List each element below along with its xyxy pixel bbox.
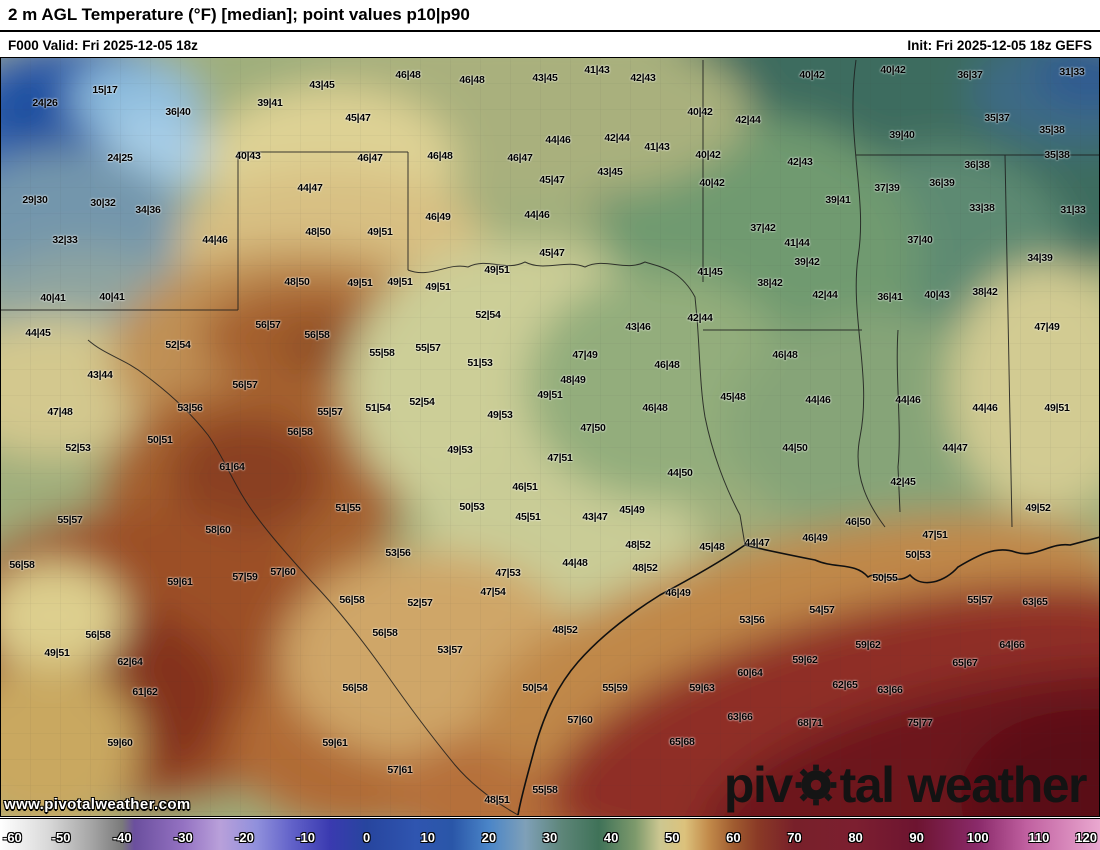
colorbar-tick-label: 110 <box>1028 830 1050 845</box>
colorbar-tick-label: 120 <box>1075 830 1097 845</box>
pivotal-weather-logo: piv tal weather <box>723 757 1088 813</box>
state-borders <box>0 59 1100 816</box>
colorbar-tick-label: 0 <box>363 830 371 845</box>
colorbar-tick-label: -60 <box>3 830 22 845</box>
colorbar-tick-label: 50 <box>664 830 680 845</box>
colorbar-tick-label: -50 <box>51 830 71 845</box>
valid-time-label: F000 Valid: Fri 2025-12-05 18z <box>8 37 198 53</box>
init-time-label: Init: Fri 2025-12-05 18z GEFS <box>907 37 1092 53</box>
temperature-colorbar: -60 -50 -40 -30 -20 -10 0 10 20 30 40 50 60 70 80 90 100… <box>0 818 1100 850</box>
colorbar-tick-label: -20 <box>235 830 254 845</box>
colorbar-tick-label: -30 <box>173 830 193 845</box>
colorbar-tick-label: 60 <box>726 830 741 845</box>
watermark: www.pivotalweather.com <box>4 796 191 813</box>
map-title: 2 m AGL Temperature (°F) [median]; point… <box>8 5 470 24</box>
time-bar: F000 Valid: Fri 2025-12-05 18z Init: Fri… <box>0 34 1100 56</box>
colorbar-tick-label: 20 <box>481 830 497 845</box>
colorbar-tick-label: 10 <box>420 830 435 845</box>
logo-word1-post: tal <box>839 757 895 813</box>
gear-icon <box>795 764 837 806</box>
colorbar-tick-label: 90 <box>909 830 924 845</box>
temperature-map <box>0 57 1100 817</box>
colorbar-tick-label: 30 <box>542 830 558 845</box>
logo-word1-pre: piv <box>723 757 793 813</box>
colorbar-tick-label: 70 <box>787 830 802 845</box>
colorbar-tick-label: -40 <box>112 830 132 845</box>
colorbar-tick-label: 100 <box>966 830 989 845</box>
colorbar-tick-label: 80 <box>848 830 863 845</box>
coastline <box>517 536 1100 816</box>
county-grid <box>0 57 1100 817</box>
logo-word2: weather <box>907 757 1088 813</box>
colorbar-tick-label: -10 <box>296 830 315 845</box>
rio-grande-river <box>87 339 519 816</box>
title-bar: 2 m AGL Temperature (°F) [median]; point… <box>0 0 1100 32</box>
colorbar-tick-label: 40 <box>603 830 619 845</box>
